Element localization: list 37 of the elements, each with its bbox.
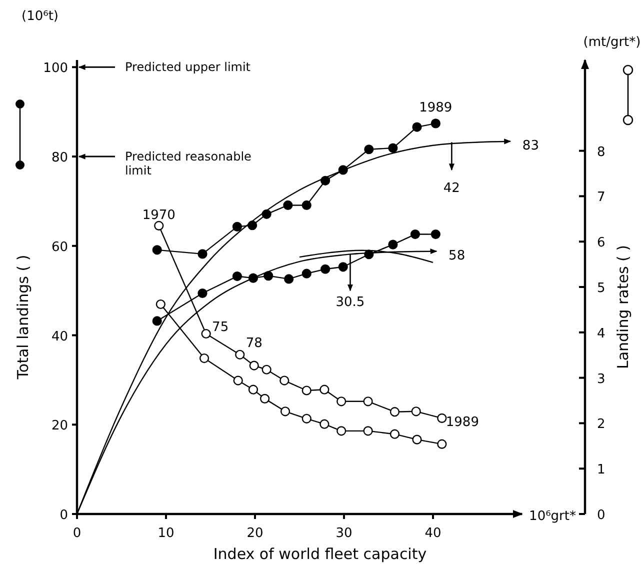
ref-line-label: Predicted reasonable limit bbox=[125, 150, 252, 178]
text: (10⁶t) bbox=[22, 9, 58, 24]
x-axis-title: Index of world fleet capacity bbox=[213, 545, 427, 563]
y2-tick-label: 2 bbox=[597, 417, 606, 432]
annotation: 83 bbox=[522, 138, 539, 154]
y-tick-label: 60 bbox=[51, 240, 68, 255]
y-tick-label: 20 bbox=[51, 418, 68, 434]
text: 10⁶grt* bbox=[529, 509, 576, 524]
x-tick-label: 20 bbox=[246, 526, 264, 541]
y2-tick-label: 4 bbox=[597, 326, 606, 342]
y2-tick-label: 6 bbox=[597, 236, 606, 251]
y2-tick-label: 8 bbox=[597, 144, 606, 160]
y-axis-title: Total landings ( ) bbox=[14, 254, 32, 380]
x-tick-label: 30 bbox=[336, 526, 352, 541]
annotation: 58 bbox=[448, 248, 466, 264]
y2-tick-label: 0 bbox=[597, 508, 606, 523]
y-tick-label: 40 bbox=[51, 329, 68, 344]
y2-axis-title: Landing rates ( ) bbox=[614, 244, 632, 370]
y-tick-label: 80 bbox=[51, 150, 68, 166]
y2-tick-label: 7 bbox=[597, 190, 606, 206]
y2-tick-label: 1 bbox=[597, 462, 606, 478]
ref-line-label: Predicted upper limit bbox=[125, 60, 251, 74]
x-tick-label: 0 bbox=[72, 526, 82, 541]
annotation: 42 bbox=[443, 181, 460, 196]
text: (mt/grt*) bbox=[583, 35, 641, 50]
x-tick-label: 40 bbox=[424, 526, 442, 541]
annotation: 1989 bbox=[419, 100, 452, 116]
y-tick-label: 0 bbox=[60, 508, 68, 523]
annotation: 30.5 bbox=[336, 295, 365, 310]
annotation: 78 bbox=[246, 336, 262, 351]
annotation: 75 bbox=[212, 320, 229, 335]
annotation: 1989 bbox=[446, 414, 479, 430]
x-tick-label: 10 bbox=[158, 526, 174, 541]
y-tick-label: 100 bbox=[43, 61, 68, 76]
annotation: 1970 bbox=[142, 208, 176, 224]
y2-tick-label: 5 bbox=[597, 281, 606, 296]
y2-tick-label: 3 bbox=[597, 372, 606, 387]
